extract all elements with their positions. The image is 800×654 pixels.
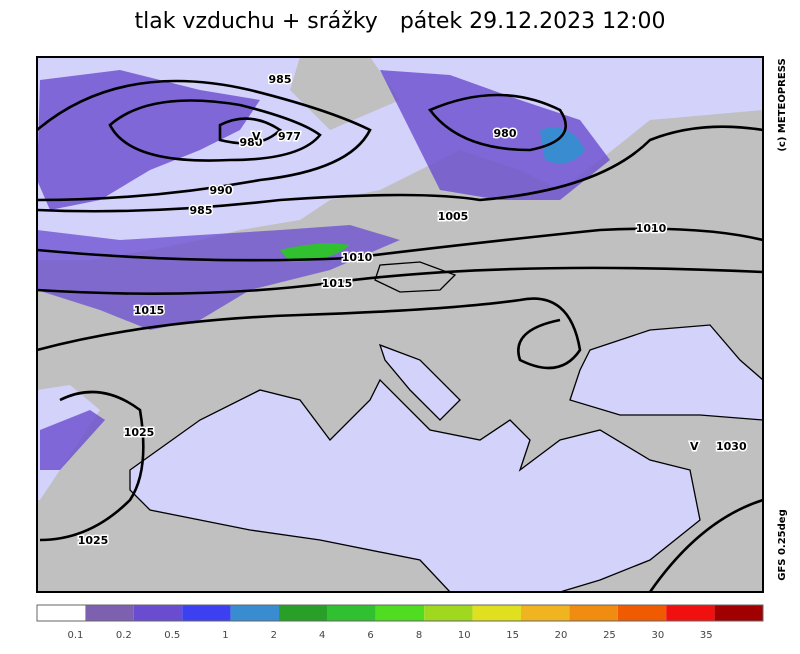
map-frame xyxy=(36,56,764,593)
map-area xyxy=(36,56,764,593)
colorbar-tick-label: 30 xyxy=(651,630,664,641)
isobar xyxy=(36,297,582,370)
isobar-label: 1015 xyxy=(134,304,165,317)
isobar xyxy=(39,390,145,542)
isobar xyxy=(427,93,567,152)
precip-core-east xyxy=(540,127,585,164)
colorbar-tick-label: 35 xyxy=(700,630,713,641)
isobar xyxy=(218,117,283,145)
colorbar-swatch xyxy=(472,605,521,621)
colorbar-swatch xyxy=(569,605,618,621)
colorbar-swatch xyxy=(133,605,183,621)
isobar-label: 1015 xyxy=(322,277,353,290)
colorbar-swatch xyxy=(521,605,570,621)
isobar-label: 985 xyxy=(269,73,292,86)
center-value: 1030 xyxy=(716,440,747,453)
mediterranean xyxy=(129,378,701,593)
colorbar-tick-label: 2 xyxy=(271,630,277,641)
isobar-label: 1010 xyxy=(342,251,373,264)
model-label: GFS 0.25deg xyxy=(777,509,788,581)
isobar-label: 1010 xyxy=(636,222,667,235)
colorbar-swatch xyxy=(714,605,763,621)
colorbar-swatch xyxy=(424,605,473,621)
isobar-label: 1005 xyxy=(438,210,469,223)
adriatic xyxy=(378,343,461,421)
title-text: tlak vzduchu + srážky xyxy=(134,9,377,34)
isobar xyxy=(36,227,764,262)
isobar xyxy=(108,99,322,162)
colorbar-swatch xyxy=(617,605,667,621)
precip-iberia xyxy=(40,410,105,470)
colorbar-tick-label: 6 xyxy=(367,630,373,641)
colorbar-tick-label: 0.1 xyxy=(67,630,83,641)
isobar-label: 1025 xyxy=(78,534,109,547)
colorbar-swatch xyxy=(375,605,425,621)
pressure-center: V 977 xyxy=(251,129,303,145)
colorbar-swatch xyxy=(666,605,715,621)
isobar-label: 980 xyxy=(240,136,263,149)
colorbar-swatch xyxy=(37,605,86,621)
colorbar-tick-label: 1 xyxy=(222,630,228,641)
isobar-label: 985 xyxy=(190,204,213,217)
colorbar-tick-label: 4 xyxy=(319,630,325,641)
isobar-label: 980 xyxy=(494,127,517,140)
colorbar-swatch xyxy=(327,605,376,621)
colorbar-tick-label: 0.2 xyxy=(116,630,132,641)
colorbar-tick-label: 20 xyxy=(555,630,568,641)
title: tlak vzduchu + srážky pátek 29.12.2023 12… xyxy=(134,9,665,34)
colorbar: 0.1 0.2 0.5 1 2 4 6 8 10 15 20 25 30 35 xyxy=(36,604,764,641)
isobar xyxy=(36,266,764,295)
colorbar-tick-label: 8 xyxy=(416,630,422,641)
precip-core xyxy=(280,243,350,262)
isobar-label: 1025 xyxy=(124,426,155,439)
center-symbol: V xyxy=(690,440,699,453)
center-value: 977 xyxy=(278,130,301,143)
isobar-label: 990 xyxy=(210,184,233,197)
precip-north-atlantic xyxy=(37,70,260,210)
isobar xyxy=(648,498,764,593)
colorbar-swatch xyxy=(182,605,231,621)
colorbar-swatch xyxy=(230,605,279,621)
pressure-center: V 1030 xyxy=(689,439,749,455)
colorbar-swatch xyxy=(279,605,328,621)
colorbar-tick-label: 15 xyxy=(506,630,519,641)
subtitle-text: pátek 29.12.2023 12:00 xyxy=(400,9,666,34)
colorbar-tick-label: 25 xyxy=(603,630,616,641)
colorbar-swatch xyxy=(85,605,134,621)
isobar xyxy=(36,79,372,202)
credit: (c) METEOPRESS xyxy=(777,58,788,151)
isobar xyxy=(36,125,764,213)
czech-border xyxy=(374,261,457,293)
precip-baltic xyxy=(380,70,610,200)
colorbar-tick-label: 0.5 xyxy=(164,630,180,641)
colorbar-frame xyxy=(36,604,764,622)
center-symbol: V xyxy=(252,130,261,143)
colorbar-tick-label: 10 xyxy=(458,630,471,641)
